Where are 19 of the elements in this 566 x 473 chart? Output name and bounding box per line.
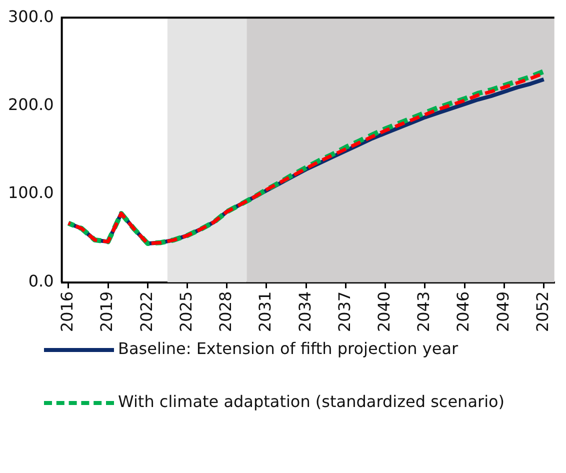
y-tick-label: 200.0 — [8, 94, 54, 114]
legend-label: Baseline: Extension of fifth projection year — [118, 339, 458, 358]
x-tick-label: 2028 — [216, 291, 236, 332]
x-tick-label: 2031 — [256, 291, 275, 332]
y-tick-label: 0.0 — [28, 271, 54, 290]
x-tick-label: 2040 — [374, 291, 394, 332]
y-tick-label: 100.0 — [8, 183, 54, 202]
x-tick-label: 2043 — [414, 291, 434, 332]
x-tick-label: 2034 — [295, 291, 314, 332]
x-tick-label: 2049 — [493, 291, 512, 332]
x-tick-label: 2022 — [136, 291, 156, 332]
x-tick-label: 2025 — [176, 291, 196, 332]
y-tick-label: 300.0 — [8, 6, 54, 26]
legend-label: With climate adaptation (standardized scenario) — [118, 392, 505, 411]
x-tick-label: 2046 — [454, 291, 473, 332]
x-tick-label: 2052 — [532, 291, 552, 332]
x-tick-label: 2019 — [97, 291, 116, 332]
x-tick-label: 2016 — [58, 291, 77, 332]
x-tick-label: 2037 — [334, 291, 354, 332]
